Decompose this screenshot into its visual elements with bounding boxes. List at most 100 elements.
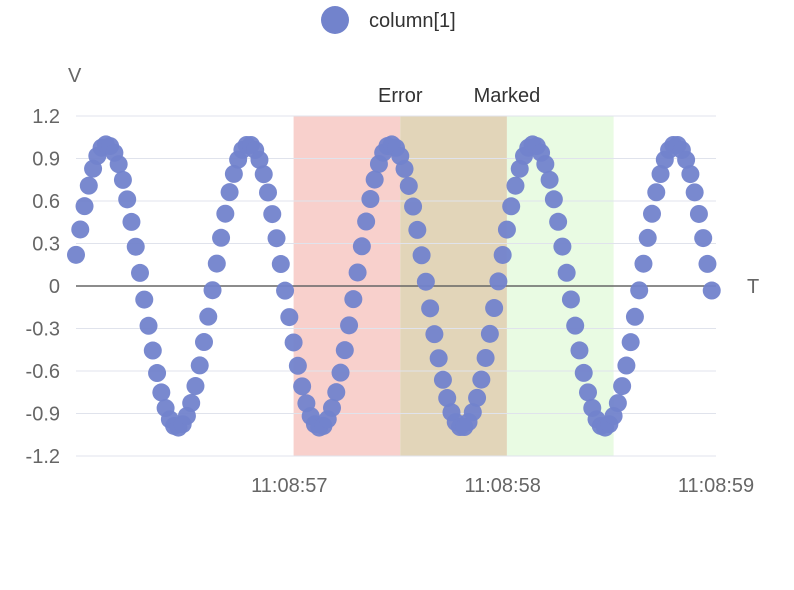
y-tick-label: 1.2 bbox=[32, 106, 60, 128]
x-tick-label: 11:08:59 bbox=[678, 475, 754, 497]
x-axis-label: T bbox=[747, 276, 759, 298]
data-point bbox=[480, 324, 499, 343]
data-point bbox=[681, 165, 700, 184]
data-point bbox=[254, 165, 273, 184]
y-tick-label: 0 bbox=[49, 276, 60, 298]
data-point bbox=[425, 325, 444, 344]
y-axis-label: V bbox=[68, 65, 82, 87]
data-point bbox=[199, 307, 218, 326]
legend-marker bbox=[321, 6, 349, 34]
data-point bbox=[412, 246, 431, 265]
y-tick-label: -0.3 bbox=[26, 319, 60, 341]
x-tick-label: 11:08:58 bbox=[464, 475, 540, 497]
data-point bbox=[685, 183, 704, 202]
data-point bbox=[579, 383, 597, 402]
data-point bbox=[570, 341, 589, 360]
y-tick-label: 0.6 bbox=[32, 191, 60, 213]
data-point bbox=[544, 190, 563, 209]
data-point bbox=[395, 159, 414, 178]
data-point bbox=[71, 220, 90, 239]
data-point bbox=[263, 205, 282, 224]
data-point bbox=[340, 316, 359, 335]
data-point bbox=[250, 150, 269, 169]
grid-lines bbox=[76, 115, 716, 457]
data-point bbox=[348, 263, 367, 282]
data-point bbox=[468, 388, 487, 407]
data-point bbox=[429, 349, 448, 368]
y-tick-label: -0.6 bbox=[26, 361, 60, 383]
data-point bbox=[634, 254, 653, 273]
band-labels: Error Marked bbox=[378, 85, 540, 107]
data-point bbox=[617, 356, 636, 375]
data-point bbox=[276, 281, 295, 300]
data-point bbox=[416, 272, 435, 291]
data-point bbox=[489, 272, 508, 291]
legend[interactable]: column[1] bbox=[321, 6, 456, 34]
data-point bbox=[472, 370, 491, 389]
data-point bbox=[139, 316, 158, 335]
data-point bbox=[135, 290, 154, 309]
data-point bbox=[493, 245, 512, 264]
data-point bbox=[365, 170, 384, 189]
data-point bbox=[557, 263, 576, 282]
data-point bbox=[408, 220, 427, 239]
data-point bbox=[190, 356, 209, 375]
data-point bbox=[335, 341, 354, 360]
x-axis-ticks: 11:08:57 11:08:58 11:08:59 bbox=[251, 475, 754, 497]
band-label: Marked bbox=[474, 85, 541, 107]
data-point bbox=[476, 348, 495, 367]
data-point bbox=[625, 307, 644, 326]
data-point bbox=[553, 237, 572, 256]
data-point bbox=[75, 197, 94, 216]
data-point bbox=[536, 155, 555, 174]
data-point bbox=[280, 308, 299, 327]
data-point bbox=[288, 356, 307, 375]
data-point bbox=[694, 229, 713, 248]
data-point bbox=[463, 403, 482, 422]
data-point bbox=[284, 333, 303, 352]
data-point bbox=[698, 254, 717, 273]
data-point bbox=[148, 364, 167, 383]
data-point bbox=[621, 333, 640, 352]
data-point bbox=[702, 281, 721, 300]
data-point bbox=[689, 204, 708, 223]
data-point bbox=[485, 299, 504, 318]
y-tick-label: 0.3 bbox=[32, 234, 60, 256]
data-point bbox=[323, 398, 341, 417]
data-point bbox=[271, 255, 290, 274]
data-point bbox=[220, 183, 239, 202]
data-point bbox=[207, 254, 226, 273]
data-point bbox=[647, 183, 666, 202]
data-point bbox=[433, 370, 452, 389]
data-point bbox=[267, 229, 286, 248]
data-point bbox=[182, 394, 201, 413]
data-point bbox=[506, 176, 525, 195]
legend-label[interactable]: column[1] bbox=[369, 10, 456, 32]
data-point bbox=[79, 176, 98, 195]
data-point bbox=[344, 290, 363, 309]
data-point bbox=[638, 228, 657, 247]
data-point bbox=[399, 176, 418, 195]
data-point bbox=[421, 299, 440, 318]
data-point bbox=[566, 316, 585, 335]
data-point bbox=[404, 197, 423, 216]
data-point bbox=[143, 341, 162, 360]
data-point bbox=[122, 212, 141, 231]
data-point bbox=[118, 190, 137, 209]
data-point bbox=[195, 333, 213, 352]
series-points bbox=[67, 135, 721, 437]
data-point bbox=[216, 204, 235, 223]
data-point bbox=[677, 150, 696, 169]
data-point bbox=[259, 183, 277, 202]
data-point bbox=[357, 212, 376, 231]
data-point bbox=[212, 228, 231, 247]
data-point bbox=[497, 220, 516, 239]
x-tick-label: 11:08:57 bbox=[251, 475, 327, 497]
y-tick-label: -0.9 bbox=[26, 404, 60, 426]
data-point bbox=[67, 245, 85, 264]
data-point bbox=[361, 190, 380, 209]
data-point bbox=[540, 170, 559, 189]
data-point bbox=[643, 204, 661, 223]
data-point bbox=[331, 363, 350, 382]
